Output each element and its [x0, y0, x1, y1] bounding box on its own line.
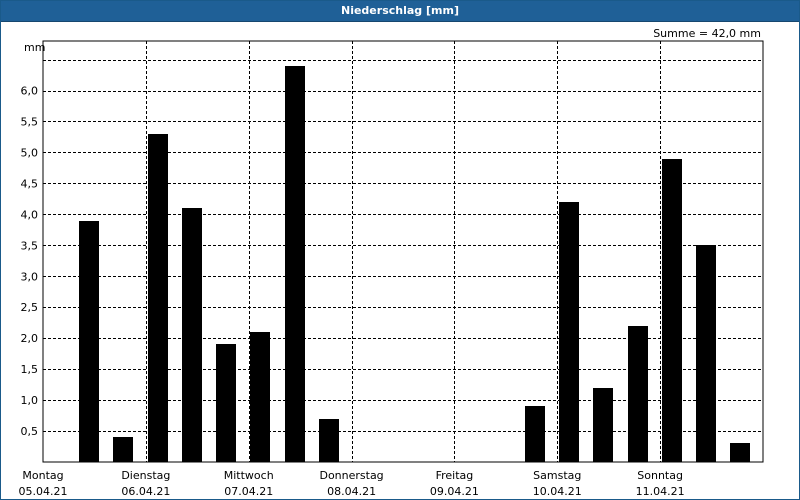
y-tick-label: 4,0: [21, 208, 39, 221]
x-tick-day: Mittwoch: [224, 469, 274, 482]
bars: [79, 66, 750, 462]
x-tick-day: Samstag: [533, 469, 581, 482]
y-tick-label: 3,5: [21, 239, 39, 252]
bar: [79, 221, 99, 462]
bar: [730, 443, 750, 462]
bar: [559, 202, 579, 462]
y-tick-label: 5,5: [21, 115, 39, 128]
x-tick-day: Donnerstag: [319, 469, 383, 482]
x-tick-date: 05.04.21: [19, 485, 68, 498]
y-tick-label: 2,5: [21, 301, 39, 314]
bar: [285, 66, 305, 462]
bar: [525, 406, 545, 462]
x-tick-day: Freitag: [436, 469, 474, 482]
plot-area-border: [42, 40, 764, 463]
bar: [113, 437, 133, 462]
bar: [696, 245, 716, 462]
bar: [319, 419, 339, 462]
bar: [593, 388, 613, 462]
y-tick-label: 1,5: [21, 363, 39, 376]
x-tick-day: Montag: [22, 469, 63, 482]
x-ticks: Montag 05.04.21 Dienstag 06.04.21 Mittwoch 07…: [19, 469, 685, 498]
y-tick-label: 3,0: [21, 270, 39, 283]
y-tick-label: 1,0: [21, 394, 39, 407]
window-title: Niederschlag [mm]: [1, 1, 799, 22]
y-tick-label: 5,0: [21, 146, 39, 159]
y-unit-label: mm: [24, 41, 45, 54]
x-tick-day: Sonntag: [637, 469, 683, 482]
x-tick-date: 06.04.21: [121, 485, 170, 498]
bar: [250, 332, 270, 462]
y-tick-label: 4,5: [21, 177, 39, 190]
bar: [662, 159, 682, 462]
x-tick-date: 09.04.21: [430, 485, 479, 498]
y-tick-label: 6,0: [21, 85, 39, 98]
x-tick-date: 11.04.21: [636, 485, 685, 498]
bar: [628, 326, 648, 462]
bar: [182, 208, 202, 462]
bar: [216, 344, 236, 462]
bar: [148, 134, 168, 462]
x-tick-date: 08.04.21: [327, 485, 376, 498]
x-tick-date: 07.04.21: [224, 485, 273, 498]
y-tick-label: 2,0: [21, 332, 39, 345]
x-tick-day: Dienstag: [121, 469, 170, 482]
y-tick-label: 0,5: [21, 425, 39, 438]
x-tick-date: 10.04.21: [533, 485, 582, 498]
sum-label: Summe = 42,0 mm: [653, 27, 761, 40]
y-ticks: 0,5 1,0 1,5 2,0 2,5 3,0 3,5 4,0 4,5 5,0 5,5 6,0: [21, 85, 39, 439]
